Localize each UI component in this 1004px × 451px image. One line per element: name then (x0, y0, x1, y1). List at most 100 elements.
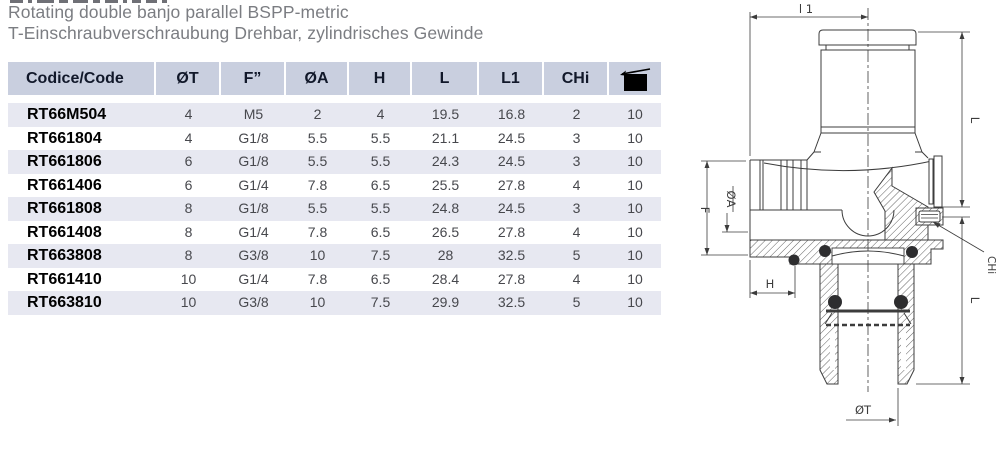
row-value: 7.5 (370, 247, 391, 263)
row-value: 27.8 (497, 176, 526, 193)
row-code: RT663810 (27, 294, 102, 311)
row-code: RT663808 (27, 247, 102, 264)
table-row: RT661408 8 G1/4 7.8 6.5 26.5 27.8 4 10 (8, 221, 661, 245)
row-value: 28 (437, 247, 454, 263)
row-code: RT661806 (27, 153, 102, 170)
row-value: M5 (243, 106, 264, 122)
title-german: T-Einschraubverschraubung Drehbar, zylin… (8, 23, 484, 43)
column-header-ot: ØT (156, 62, 221, 95)
row-value: 8 (184, 200, 193, 216)
title-english: Rotating double banjo parallel BSPP-metr… (8, 2, 349, 22)
row-value: G3/8 (238, 294, 269, 310)
column-header-h: H (349, 62, 412, 95)
row-value: 5.5 (370, 153, 391, 169)
dim-label-l-lower: L (968, 297, 982, 304)
row-value: 10 (627, 223, 643, 240)
row-value: 10 (627, 106, 643, 122)
row-value: G1/8 (238, 153, 269, 169)
table-row: RT66M504 4 M5 2 4 19.5 16.8 2 10 (8, 103, 661, 127)
row-value: 25.5 (431, 176, 460, 193)
row-value: 27.8 (497, 223, 526, 240)
row-value: 6 (184, 176, 193, 193)
row-value: 3 (572, 153, 581, 169)
dimension-lines (701, 12, 985, 426)
row-value: 10 (309, 247, 326, 263)
column-header-oa: ØA (286, 62, 349, 95)
row-value: 16.8 (497, 106, 526, 122)
table-rows: RT66M504 4 M5 2 4 19.5 16.8 2 10 RT661804 4 G1/8 5.5… (8, 103, 661, 315)
row-value: 10 (309, 294, 326, 310)
cropped-title-fragment (10, 0, 167, 3)
dim-label-l-upper: L (968, 117, 982, 124)
row-value: G1/4 (238, 270, 269, 287)
row-value: 28.4 (431, 270, 460, 287)
dim-label-oa: ØA (724, 191, 738, 208)
row-value: 5.5 (307, 129, 328, 146)
technical-drawing: l 1 L L F ØA H ØT CHi (698, 2, 997, 426)
package-icon (620, 67, 651, 91)
column-header-l: L (412, 62, 479, 95)
row-value: 4 (572, 176, 581, 193)
row-value: 19.5 (431, 106, 460, 122)
row-value: 5.5 (307, 153, 328, 169)
row-code: RT661406 (27, 176, 102, 194)
row-value: 10 (627, 270, 643, 287)
row-value: 5 (572, 247, 581, 263)
page-titles: Rotating double banjo parallel BSPP-metr… (8, 2, 483, 44)
hatched-sections (749, 166, 944, 385)
row-value: 4 (572, 223, 581, 240)
row-code: RT661408 (27, 223, 102, 241)
row-value: 6.5 (370, 270, 391, 287)
row-value: 6.5 (370, 223, 391, 240)
table-row: RT661806 6 G1/8 5.5 5.5 24.3 24.5 3 10 (8, 150, 661, 174)
row-value: 4 (376, 106, 385, 122)
fitting-outline (749, 29, 943, 385)
row-value: 29.9 (431, 294, 460, 310)
row-value: 4 (572, 270, 581, 287)
table-header-row: Codice/Code ØT F” ØA H L L1 CHi (8, 62, 661, 95)
row-value: 10 (627, 247, 643, 263)
table-row: RT661808 8 G1/8 5.5 5.5 24.8 24.5 3 10 (8, 197, 661, 221)
row-code: RT661804 (27, 129, 102, 147)
row-value: 32.5 (497, 294, 526, 310)
row-value: 32.5 (497, 247, 526, 263)
column-header-f: F” (221, 62, 286, 95)
table-row: RT661406 6 G1/4 7.8 6.5 25.5 27.8 4 10 (8, 174, 661, 198)
row-code: RT661808 (27, 200, 102, 217)
row-value: 24.5 (497, 153, 526, 169)
row-value: 6.5 (370, 176, 391, 193)
o-ring-seals (788, 245, 918, 309)
row-value: 26.5 (431, 223, 460, 240)
row-value: 2 (572, 106, 581, 122)
row-code: RT661410 (27, 270, 102, 288)
parts-table: Codice/Code ØT F” ØA H L L1 CHi RT66M504… (8, 62, 661, 315)
column-header-chi: CHi (544, 62, 609, 95)
row-code: RT66M504 (27, 106, 107, 123)
row-value: 2 (313, 106, 322, 122)
dimension-labels: l 1 L L F ØA H ØT CHi (698, 2, 997, 417)
row-value: 4 (184, 129, 193, 146)
column-header-l1: L1 (479, 62, 544, 95)
column-header-package (609, 62, 661, 95)
row-value: 10 (627, 153, 643, 169)
row-value: 24.5 (497, 200, 526, 216)
row-value: G1/4 (238, 176, 269, 193)
row-value: 7.5 (370, 294, 391, 310)
row-value: 7.8 (307, 223, 328, 240)
row-value: 24.8 (431, 200, 460, 216)
row-value: 10 (180, 270, 197, 287)
dim-label-chi: CHi (985, 256, 997, 274)
row-value: 21.1 (431, 129, 460, 146)
row-value: 8 (184, 247, 193, 263)
row-value: 5.5 (370, 200, 391, 216)
row-value: 10 (627, 294, 643, 310)
table-row: RT663810 10 G3/8 10 7.5 29.9 32.5 5 10 (8, 291, 661, 315)
row-value: 3 (572, 129, 581, 146)
row-value: 5.5 (307, 200, 328, 216)
dim-label-h: H (766, 277, 775, 291)
row-value: 24.3 (431, 153, 460, 169)
row-value: 10 (627, 200, 643, 216)
dim-label-ot: ØT (855, 403, 872, 417)
row-value: G1/8 (238, 200, 269, 216)
